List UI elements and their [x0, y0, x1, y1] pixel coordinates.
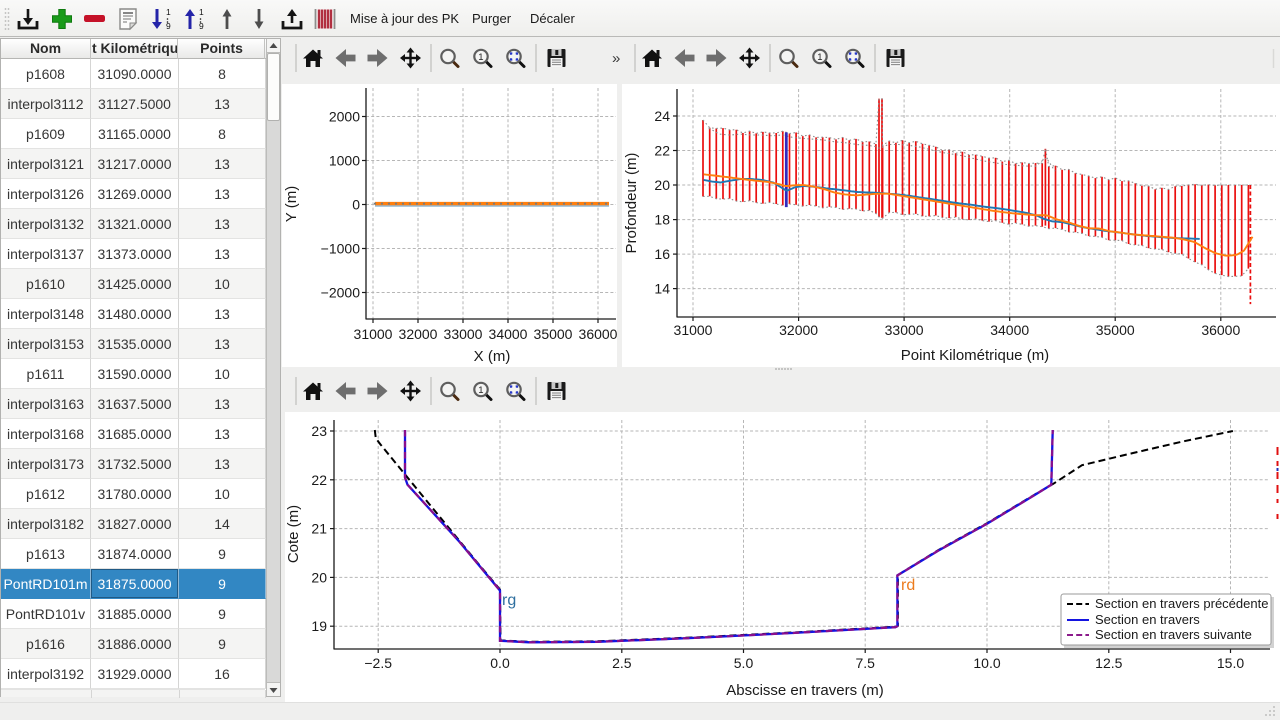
svg-text:33000: 33000: [885, 322, 924, 338]
svg-text:Section en travers: Section en travers: [1095, 612, 1200, 627]
svg-text:2.5: 2.5: [612, 655, 632, 671]
svg-text:2000: 2000: [329, 109, 360, 125]
svg-text:1: 1: [478, 52, 483, 63]
svg-text:22: 22: [311, 472, 327, 488]
svg-text:36000: 36000: [1201, 322, 1240, 338]
svg-text:12.5: 12.5: [1095, 655, 1122, 671]
svg-text:1: 1: [817, 52, 822, 63]
svg-text:34000: 34000: [489, 326, 528, 342]
svg-text:1: 1: [478, 385, 483, 396]
svg-text:22: 22: [654, 143, 670, 159]
svg-text:7.5: 7.5: [855, 655, 875, 671]
svg-text:31000: 31000: [674, 322, 713, 338]
svg-text:X (m): X (m): [474, 348, 511, 365]
svg-text:Profondeur (m): Profondeur (m): [623, 153, 640, 254]
svg-text:35000: 35000: [534, 326, 573, 342]
svg-text:»: »: [612, 50, 620, 67]
svg-text:−2.5: −2.5: [364, 655, 392, 671]
svg-text:rd: rd: [901, 577, 915, 594]
svg-text:18: 18: [654, 212, 670, 228]
svg-text:10.0: 10.0: [973, 655, 1000, 671]
svg-text:20: 20: [654, 177, 670, 193]
svg-text:Section en travers suivante: Section en travers suivante: [1095, 627, 1252, 642]
svg-text:20: 20: [311, 569, 327, 585]
svg-text:33000: 33000: [444, 326, 483, 342]
svg-text:15.0: 15.0: [1217, 655, 1244, 671]
svg-text:19: 19: [311, 618, 327, 634]
svg-text:32000: 32000: [399, 326, 438, 342]
svg-text:35000: 35000: [1096, 322, 1135, 338]
svg-text:1000: 1000: [329, 153, 360, 169]
svg-text:−1000: −1000: [321, 241, 361, 257]
svg-text:0.0: 0.0: [490, 655, 510, 671]
svg-text:Cote (m): Cote (m): [285, 505, 302, 563]
svg-text:−2000: −2000: [321, 285, 361, 301]
svg-text:9: 9: [166, 21, 171, 31]
svg-text:24: 24: [654, 108, 670, 124]
svg-text:21: 21: [311, 521, 327, 537]
svg-text:16: 16: [654, 246, 670, 262]
svg-text:rg: rg: [502, 592, 516, 609]
svg-text:14: 14: [654, 281, 670, 297]
svg-text:0: 0: [352, 197, 360, 213]
svg-text:31000: 31000: [354, 326, 393, 342]
svg-text:Y (m): Y (m): [283, 186, 300, 222]
svg-text:23: 23: [311, 423, 327, 439]
svg-text:36000: 36000: [579, 326, 617, 342]
svg-text:1: 1: [199, 7, 204, 17]
svg-text:32000: 32000: [779, 322, 818, 338]
svg-text:5.0: 5.0: [734, 655, 754, 671]
svg-text:9: 9: [199, 21, 204, 31]
svg-text:Point Kilométrique (m): Point Kilométrique (m): [901, 347, 1049, 364]
svg-text:1: 1: [166, 7, 171, 17]
svg-text:Section en travers précédente: Section en travers précédente: [1095, 596, 1268, 611]
svg-text:Abscisse en travers (m): Abscisse en travers (m): [726, 682, 884, 699]
svg-text:34000: 34000: [990, 322, 1029, 338]
